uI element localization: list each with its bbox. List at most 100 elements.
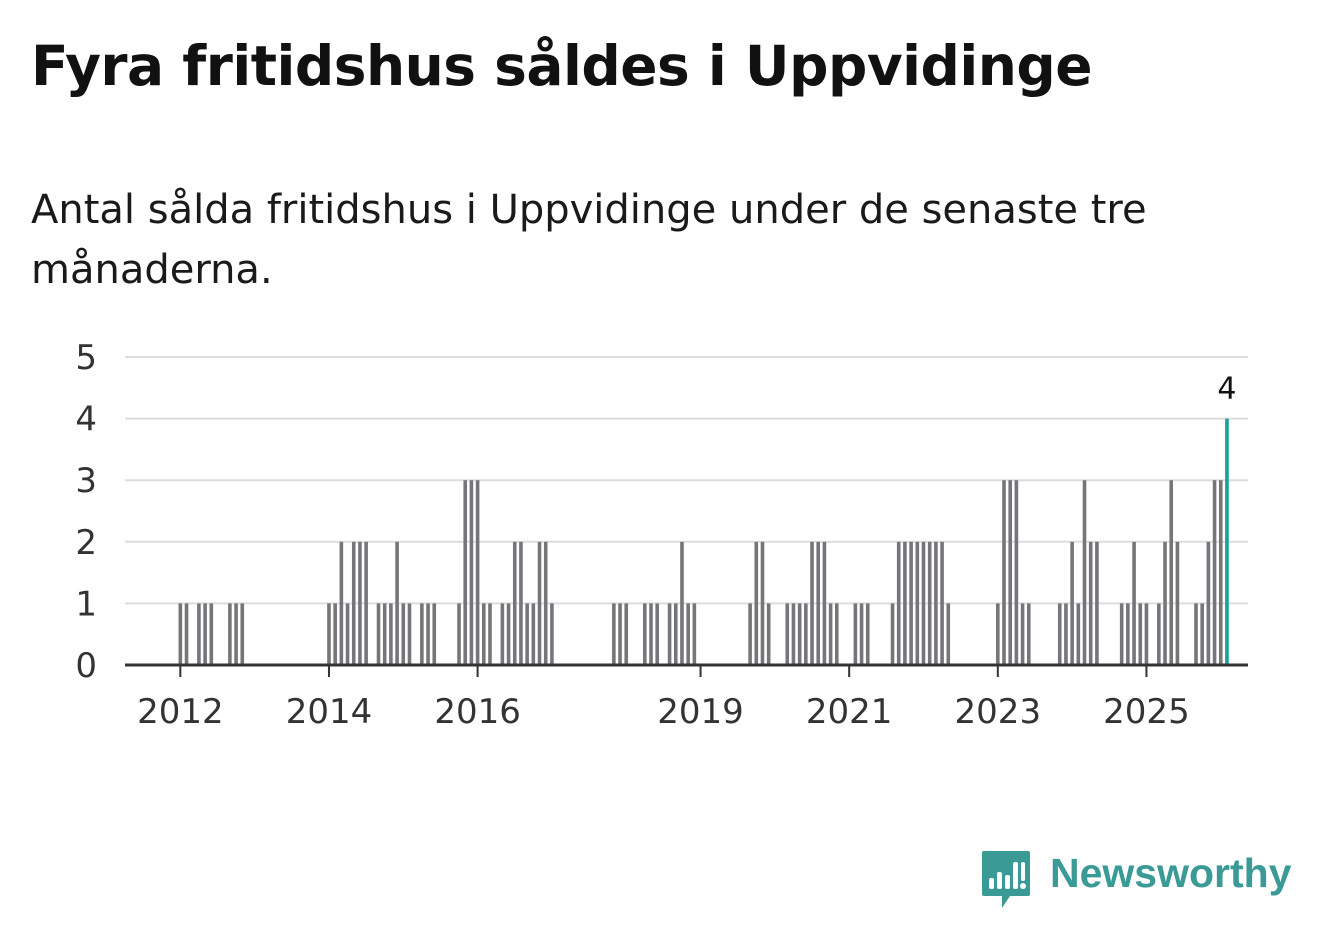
y-tick-label: 5 bbox=[75, 338, 97, 378]
bar bbox=[209, 603, 214, 665]
bar bbox=[420, 603, 424, 665]
bar bbox=[612, 603, 616, 665]
chart-subtitle: Antal sålda fritidshus i Uppvidinge unde… bbox=[31, 187, 1147, 293]
highlight-value-label: 4 bbox=[1217, 372, 1236, 407]
x-tick-label: 2023 bbox=[955, 692, 1042, 732]
gridlines bbox=[125, 356, 1248, 605]
bar bbox=[1194, 603, 1198, 665]
x-tick-label: 2014 bbox=[286, 692, 373, 732]
bar bbox=[896, 541, 901, 665]
bar bbox=[766, 603, 771, 665]
bar bbox=[680, 541, 684, 665]
bar bbox=[1163, 541, 1167, 665]
bar bbox=[1002, 480, 1006, 665]
bar bbox=[506, 603, 511, 665]
bar bbox=[500, 603, 505, 665]
bar bbox=[432, 603, 437, 665]
bar bbox=[457, 603, 461, 665]
bar bbox=[395, 541, 399, 665]
bar bbox=[184, 603, 189, 665]
x-tick-label: 2016 bbox=[434, 692, 521, 732]
bar bbox=[1088, 541, 1093, 665]
bar bbox=[667, 603, 672, 665]
bar bbox=[234, 603, 238, 665]
y-tick-label: 1 bbox=[75, 584, 97, 624]
bar bbox=[475, 480, 480, 665]
bar bbox=[946, 603, 951, 665]
bar bbox=[426, 603, 430, 665]
bar bbox=[488, 603, 492, 665]
bar bbox=[550, 603, 554, 665]
bar bbox=[327, 603, 331, 665]
bar bbox=[804, 603, 808, 665]
y-tick-label: 4 bbox=[75, 400, 97, 440]
highlight-bar bbox=[1225, 418, 1229, 665]
bar bbox=[1014, 480, 1019, 665]
bar bbox=[853, 603, 858, 665]
bar bbox=[760, 541, 765, 665]
bar bbox=[915, 541, 920, 665]
bar bbox=[512, 541, 517, 665]
bar bbox=[624, 603, 629, 665]
bar bbox=[543, 541, 548, 665]
bar bbox=[339, 541, 344, 665]
bar bbox=[1008, 480, 1012, 665]
bar bbox=[463, 480, 468, 665]
bar bbox=[1144, 603, 1149, 665]
bar bbox=[649, 603, 653, 665]
bar bbox=[525, 603, 529, 665]
bar bbox=[865, 603, 870, 665]
bar bbox=[481, 603, 486, 665]
y-axis-ticks: 0 1 2 3 4 5 bbox=[75, 338, 97, 686]
bar bbox=[643, 603, 647, 665]
bar bbox=[358, 541, 362, 665]
bar bbox=[655, 603, 659, 665]
bar bbox=[903, 541, 907, 665]
newsworthy-logo-icon bbox=[982, 851, 1030, 908]
bar bbox=[1082, 480, 1087, 665]
bar bbox=[382, 603, 387, 665]
bar bbox=[537, 541, 542, 665]
bar bbox=[822, 541, 827, 665]
bar bbox=[748, 603, 752, 665]
bar bbox=[469, 480, 474, 665]
bar bbox=[890, 603, 895, 665]
bar bbox=[376, 603, 381, 665]
bar bbox=[531, 603, 536, 665]
bar bbox=[345, 603, 350, 665]
bar bbox=[1064, 603, 1068, 665]
bar bbox=[178, 603, 183, 665]
bar bbox=[389, 603, 393, 665]
bar bbox=[810, 541, 814, 665]
bar bbox=[686, 603, 690, 665]
bar bbox=[834, 603, 839, 665]
brand-name: Newsworthy bbox=[1050, 849, 1292, 896]
bar bbox=[1169, 480, 1174, 665]
y-tick-label: 2 bbox=[75, 523, 97, 563]
bar bbox=[1076, 603, 1081, 665]
bar bbox=[816, 541, 821, 665]
bar bbox=[351, 541, 356, 665]
bar bbox=[785, 603, 790, 665]
bar bbox=[909, 541, 913, 665]
bar bbox=[921, 541, 926, 665]
y-tick-label: 3 bbox=[75, 461, 97, 501]
y-tick-label: 0 bbox=[75, 646, 97, 686]
x-tick-label: 2019 bbox=[657, 692, 744, 732]
x-tick-label: 2021 bbox=[806, 692, 893, 732]
bar bbox=[618, 603, 622, 665]
bar bbox=[1206, 541, 1211, 665]
bar bbox=[240, 603, 245, 665]
bar bbox=[1070, 541, 1074, 665]
bar bbox=[692, 603, 697, 665]
bar bbox=[1218, 480, 1223, 665]
bar bbox=[1119, 603, 1124, 665]
bar bbox=[828, 603, 833, 665]
bar bbox=[1132, 541, 1136, 665]
bar bbox=[1095, 541, 1099, 665]
bar bbox=[1026, 603, 1031, 665]
bar bbox=[1020, 603, 1025, 665]
x-tick-label: 2025 bbox=[1103, 692, 1190, 732]
bar bbox=[1138, 603, 1143, 665]
bar bbox=[996, 603, 1000, 665]
